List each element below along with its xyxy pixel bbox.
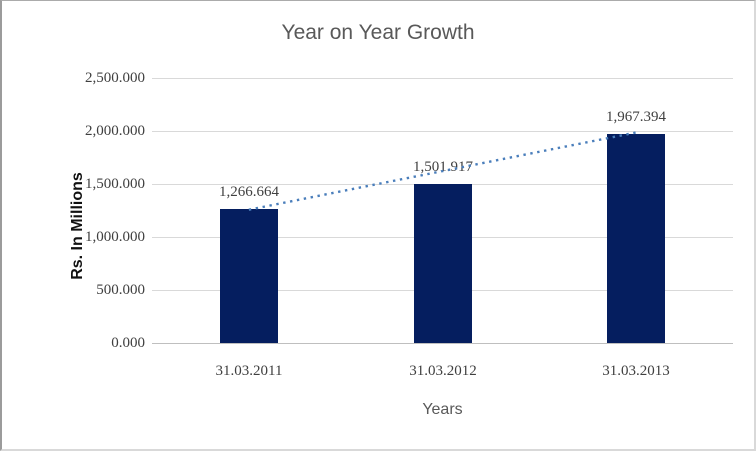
plot-area: 1,266.664 1,501.917 1,967.394 — [152, 78, 733, 344]
y-tick-label: 1,500.000 — [85, 176, 145, 192]
bar-31.03.2013 — [607, 134, 665, 343]
x-axis-line — [152, 343, 733, 344]
trendline — [248, 131, 637, 211]
chart-title: Year on Year Growth — [281, 21, 475, 44]
y-tick-label: 1,000.000 — [85, 229, 145, 245]
bar-31.03.2012 — [414, 184, 472, 343]
data-label: 1,967.394 — [606, 109, 666, 125]
bar-31.03.2011 — [220, 209, 278, 343]
x-tick-label: 31.03.2013 — [602, 363, 670, 379]
x-tick-label: 31.03.2012 — [409, 363, 477, 379]
y-tick-label: 2,000.000 — [85, 123, 145, 139]
gridline — [152, 78, 733, 79]
y-tick-label: 0.000 — [111, 335, 145, 351]
y-tick-label: 2,500.000 — [85, 70, 145, 86]
y-tick-label: 500.000 — [96, 282, 145, 298]
data-label: 1,501.917 — [413, 159, 473, 175]
data-label: 1,266.664 — [219, 184, 279, 200]
gridline — [152, 131, 733, 132]
x-axis-title: Years — [422, 401, 463, 418]
x-tick-label: 31.03.2011 — [215, 363, 283, 379]
